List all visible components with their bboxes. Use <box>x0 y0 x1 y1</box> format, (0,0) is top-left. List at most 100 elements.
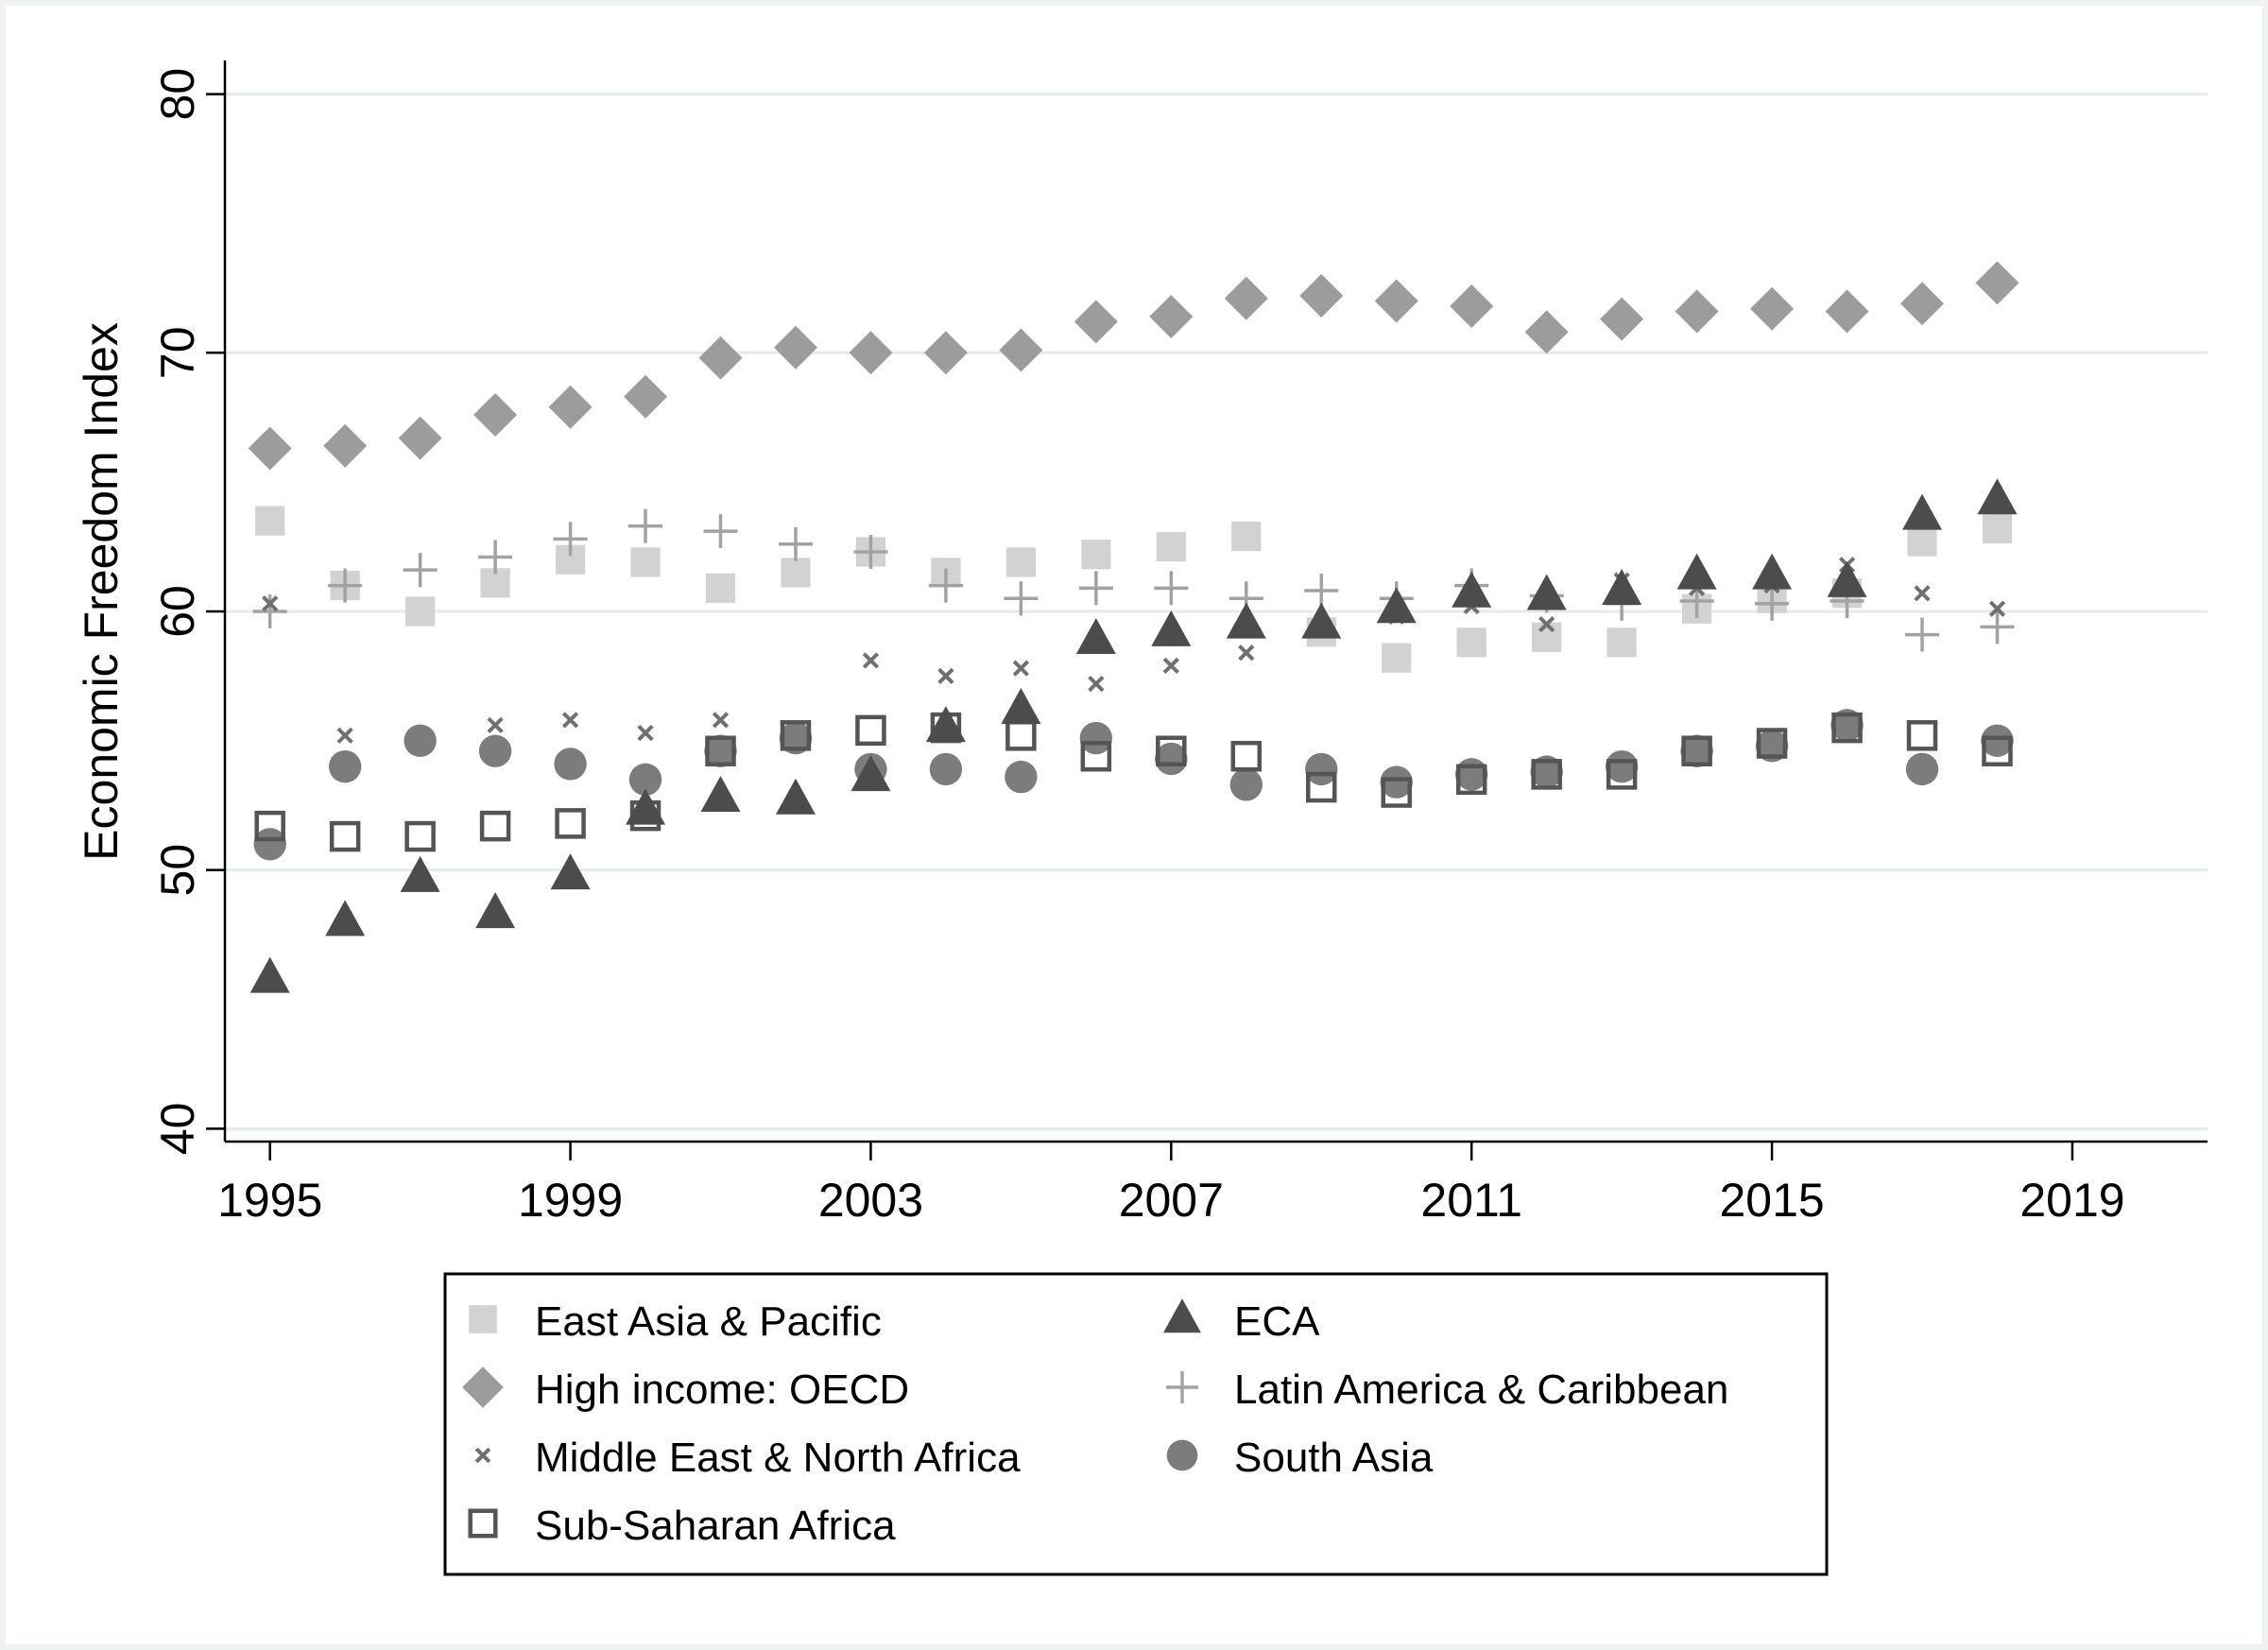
data-point <box>1005 547 1036 577</box>
data-point <box>1162 657 1179 675</box>
data-point <box>1905 752 1939 786</box>
legend-label: East Asia & Pacific <box>535 1298 882 1345</box>
legend-label: High income: OECD <box>535 1366 909 1413</box>
x-tick-label: 1999 <box>518 1174 623 1227</box>
data-point <box>1450 284 1494 328</box>
legend-marker <box>1166 1439 1198 1471</box>
legend-label: Middle East & North Africa <box>535 1435 1021 1481</box>
data-point <box>328 749 362 783</box>
gridlines <box>225 93 2208 1130</box>
data-point <box>1530 755 1563 788</box>
data-point <box>1301 602 1342 639</box>
data-point <box>1380 765 1413 799</box>
data-point <box>628 763 662 797</box>
data-point <box>487 716 504 733</box>
axes <box>223 60 2208 1143</box>
data-point <box>1980 610 2015 645</box>
data-point <box>1005 720 1037 751</box>
data-point <box>1755 586 1790 621</box>
data-point <box>630 547 661 577</box>
data-point <box>1226 602 1266 639</box>
data-point <box>1675 289 1719 334</box>
legend-marker <box>462 1366 504 1408</box>
data-point <box>862 652 880 669</box>
x-tick-label: 2015 <box>1719 1174 1824 1227</box>
data-point <box>1827 560 1867 597</box>
data-point <box>1902 493 1943 530</box>
y-tick-label: 60 <box>151 585 204 638</box>
legend-label: Sub-Saharan Africa <box>535 1503 896 1549</box>
data-point <box>929 752 963 786</box>
data-point <box>1455 764 1487 796</box>
data-point <box>925 706 966 743</box>
data-point <box>1229 768 1263 801</box>
data-point <box>1001 687 1041 724</box>
data-point <box>712 712 730 729</box>
data-point <box>405 596 436 627</box>
data-point <box>624 374 668 419</box>
data-point <box>550 853 591 890</box>
series-latin-america-caribbean <box>252 508 2015 652</box>
data-point <box>398 416 442 460</box>
data-point <box>1452 571 1492 608</box>
data-point <box>1524 310 1569 354</box>
y-tick-label: 50 <box>151 844 204 897</box>
data-point <box>1676 553 1717 590</box>
data-point <box>328 568 363 603</box>
x-tick-label: 2003 <box>818 1174 923 1227</box>
data-point <box>1906 720 1938 751</box>
data-point <box>1526 574 1567 610</box>
data-point <box>1606 627 1637 658</box>
data-point <box>700 776 741 812</box>
data-point <box>775 778 816 815</box>
data-point <box>1078 571 1113 606</box>
data-point <box>548 385 593 429</box>
data-point <box>1081 540 1111 570</box>
data-point <box>262 595 279 612</box>
legend-item: Latin America & Caribbean <box>1165 1366 1728 1413</box>
data-point <box>1982 513 2013 543</box>
data-point <box>404 820 436 852</box>
data-point <box>773 325 817 370</box>
data-point <box>1605 749 1639 783</box>
data-point <box>778 526 813 561</box>
data-point <box>1988 600 2006 617</box>
series-sub-saharan-africa <box>254 712 2013 852</box>
series-south-asia <box>253 709 2014 861</box>
data-point <box>923 331 968 375</box>
data-point <box>780 720 812 751</box>
x-tick-label: 2011 <box>1420 1174 1522 1227</box>
legend-box <box>443 1272 1829 1576</box>
legend-item: Sub-Saharan Africa <box>468 1503 896 1549</box>
data-point <box>1914 585 1931 602</box>
data-point <box>478 540 513 575</box>
x-tick-label: 2007 <box>1119 1174 1224 1227</box>
data-point <box>252 593 287 628</box>
data-point <box>478 734 512 767</box>
x-axis-ticks: 1995 1999 2003 2007 2011 2015 2019 <box>217 1142 2125 1227</box>
legend-item: ECA <box>1163 1298 1320 1345</box>
data-point <box>1005 760 1038 794</box>
legend: East Asia & Pacific ECA High income: OECD L… <box>443 1272 1829 1576</box>
data-point <box>336 727 353 744</box>
data-point <box>1154 571 1189 606</box>
data-point <box>553 522 588 557</box>
y-tick-label: 80 <box>151 68 204 121</box>
data-point <box>1074 300 1118 344</box>
legend-marker <box>469 1305 497 1333</box>
data-point <box>1151 610 1192 646</box>
data-point <box>853 535 888 569</box>
data-point <box>1981 724 2014 757</box>
data-point <box>1149 294 1194 338</box>
data-point <box>705 573 736 603</box>
legend-label: ECA <box>1234 1298 1320 1345</box>
data-point <box>323 423 368 468</box>
data-point <box>1156 531 1186 562</box>
data-points <box>248 261 2019 993</box>
data-point <box>999 328 1043 372</box>
data-point <box>1531 759 1562 790</box>
series-eca <box>249 478 2018 993</box>
legend-marker <box>474 1447 491 1464</box>
data-point <box>626 788 666 825</box>
